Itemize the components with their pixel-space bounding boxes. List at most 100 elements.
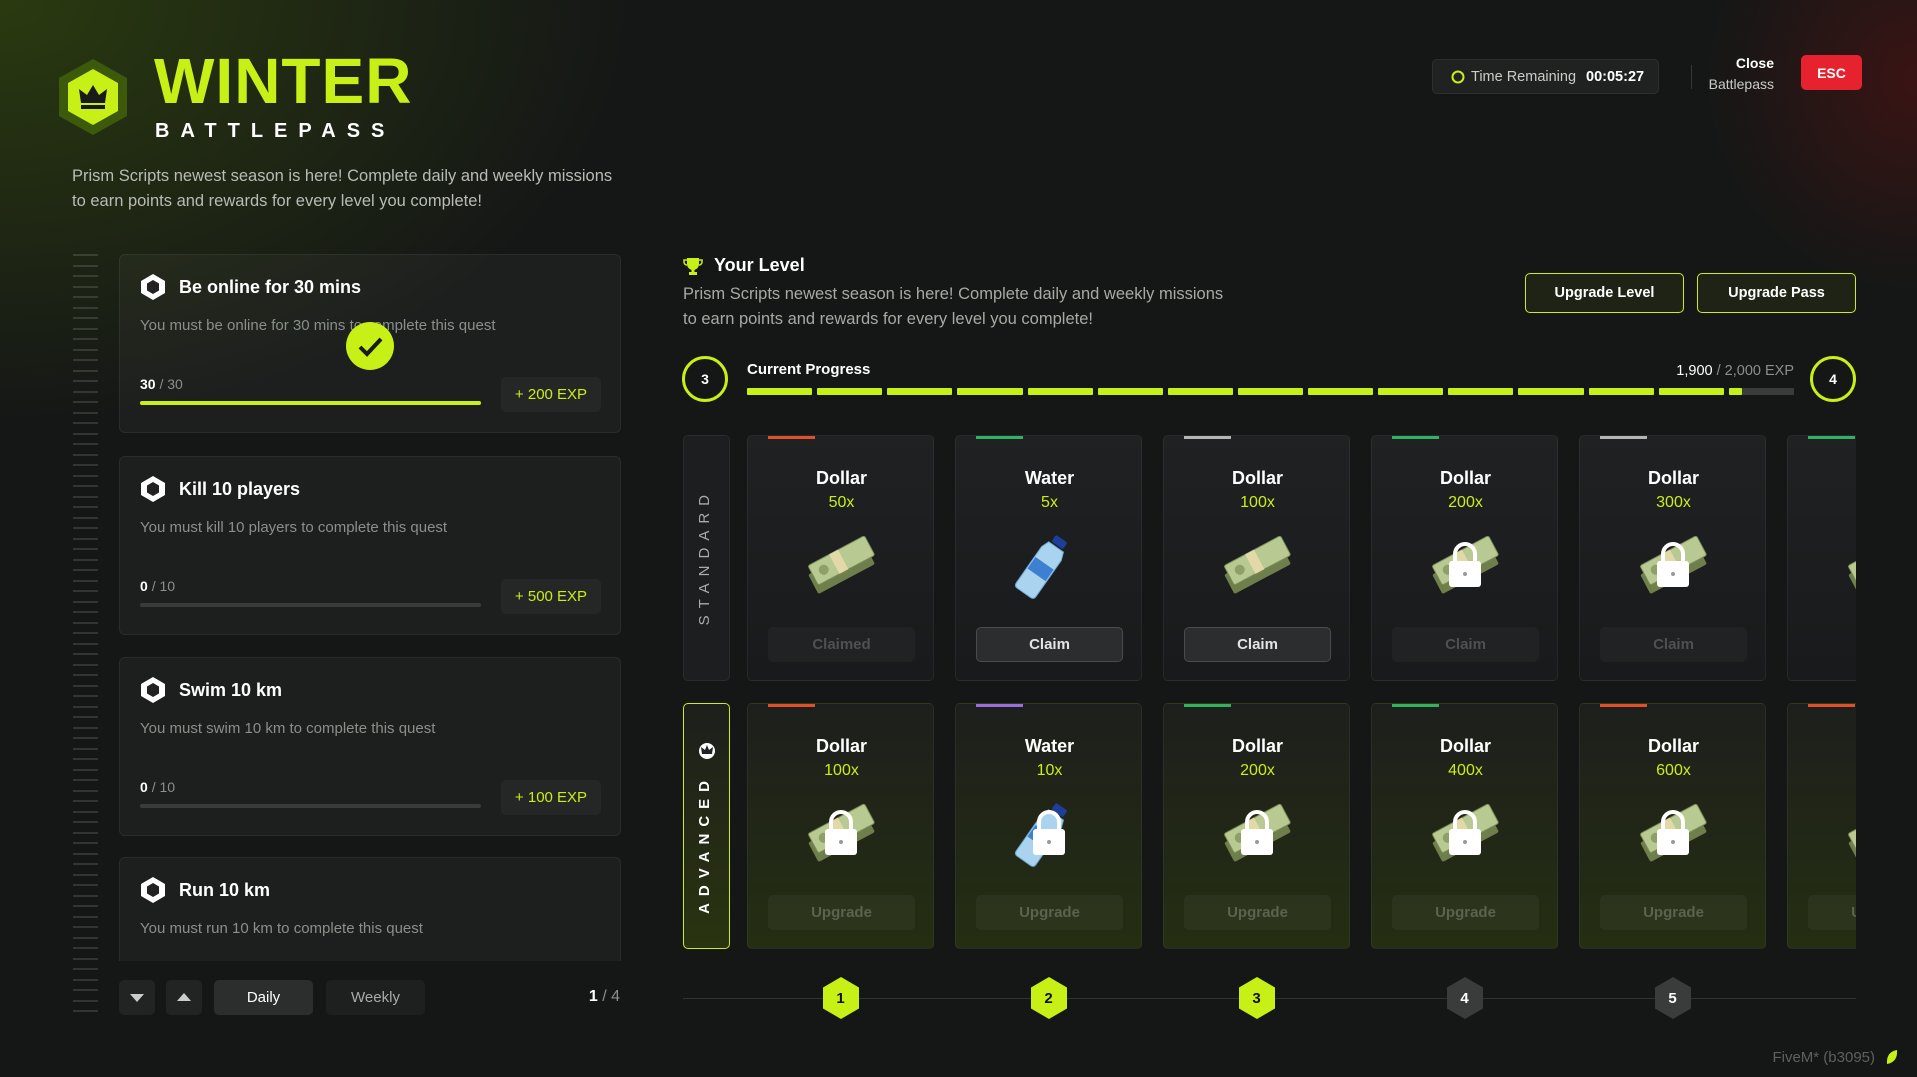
ruler-tick — [73, 306, 98, 309]
ruler-tick — [73, 978, 98, 981]
progress-segment — [1728, 388, 1794, 395]
ruler-tick — [73, 285, 98, 288]
scroll-up[interactable] — [166, 980, 202, 1015]
quest-card: Be online for 30 mins You must be online … — [119, 254, 621, 433]
reward-card: Dollar 100x Upgrade — [747, 703, 934, 949]
progress-segment-fill — [1167, 388, 1233, 395]
quest-reward: + 200 EXP — [501, 377, 601, 412]
leaf — [1886, 1050, 1898, 1064]
reward-amount: 400x — [1448, 762, 1483, 779]
ruler-tick — [73, 947, 98, 949]
hex-icon — [141, 877, 165, 903]
reward-amount: 10x — [1036, 762, 1063, 779]
reward-button[interactable]: Claim — [976, 627, 1123, 662]
close-label: Close — [1735, 55, 1774, 71]
reward-icon — [1009, 532, 1089, 606]
reward-icon — [1217, 800, 1297, 874]
arrow-down[interactable] — [119, 980, 155, 1015]
ruler-tick — [73, 905, 98, 907]
level-marker: 4 — [1445, 976, 1485, 1020]
water-icon — [1014, 803, 1067, 867]
ruler-tick — [73, 653, 98, 655]
crown-icon — [697, 740, 717, 760]
ruler-tick — [73, 390, 98, 393]
ruler-tick — [73, 884, 98, 886]
ruler-tick — [73, 737, 98, 739]
description: to earn points and rewards for every lev… — [72, 192, 482, 210]
description: Prism Scripts newest season is here! Com… — [72, 167, 613, 185]
reward-name: Dollar — [1231, 736, 1283, 756]
ruler-tick — [73, 411, 98, 414]
upgrade-button[interactable]: Upgrade Pass — [1697, 273, 1856, 313]
reward-icon — [801, 532, 881, 606]
ruler-tick — [73, 716, 98, 718]
reward-amount: 200x — [1448, 494, 1483, 511]
reward-card: Water 5x Claim — [955, 435, 1142, 681]
progress-value: 0 — [140, 779, 148, 795]
reward-button: Claimed — [768, 627, 915, 662]
ruler-tick — [73, 474, 98, 477]
reward-button: Upgrade — [1600, 895, 1747, 930]
reward-name: Water — [1024, 736, 1075, 756]
track-label: STANDARD — [683, 435, 730, 681]
reward-card — [1787, 435, 1856, 681]
reward-button: Upgrade — [1184, 895, 1331, 930]
timer-icon — [1451, 70, 1465, 84]
logo — [57, 57, 129, 137]
reward-name: Dollar — [815, 736, 867, 756]
ruler-tick — [73, 401, 98, 403]
ruler-tick — [73, 548, 98, 550]
close-sublabel: Battlepass — [1708, 76, 1774, 92]
quest-icon — [140, 475, 166, 503]
arrow-up[interactable] — [166, 980, 202, 1015]
ruler-tick — [73, 296, 98, 298]
ruler-tick — [73, 831, 98, 834]
trophy-icon — [683, 258, 703, 275]
progress-value: 0 — [140, 578, 148, 594]
ruler-tick — [73, 726, 98, 729]
quest-progress: 0 / 10 — [140, 578, 175, 594]
ruler-tick — [73, 842, 98, 844]
rarity-strip — [1392, 704, 1439, 707]
reward-card: Dollar 600x Upgrade — [1579, 703, 1766, 949]
ruler-tick — [73, 369, 98, 372]
ruler-tick — [73, 537, 98, 540]
reward-row: Dollar 50x Claimed Water 5x Claim Dollar 100x Cl… — [747, 435, 1856, 681]
esc-button[interactable]: ESC — [1801, 55, 1862, 90]
upgrade-button[interactable]: Upgrade Level — [1525, 273, 1684, 313]
progress-total: / 10 — [151, 779, 176, 795]
tab[interactable]: Weekly — [326, 980, 425, 1015]
progress-fill — [140, 401, 481, 405]
ruler-tick — [73, 327, 98, 330]
level-number: 5 — [1668, 989, 1677, 1007]
dollar-icon — [1848, 535, 1856, 594]
dollar-icon — [1432, 803, 1499, 862]
reward-icon — [801, 800, 881, 874]
level-marker: 5 — [1653, 976, 1693, 1020]
ruler-tick — [73, 579, 98, 582]
dollar-icon — [1640, 803, 1707, 862]
scroll-down[interactable] — [119, 980, 155, 1015]
quest-description: You must run 10 km to complete this ques… — [140, 920, 423, 937]
ruler-tick — [73, 527, 98, 529]
progress-segment-fill — [1378, 388, 1444, 395]
tab[interactable]: Daily — [214, 980, 313, 1015]
ruler-tick — [73, 380, 98, 382]
completed-check — [345, 321, 395, 371]
quest-reward: + 500 EXP — [501, 579, 601, 614]
reward-button[interactable]: Claim — [1184, 627, 1331, 662]
quest-title: Kill 10 players — [179, 479, 301, 499]
quest-reward: + 100 EXP — [501, 780, 601, 815]
rarity-strip — [1808, 704, 1855, 707]
progress-segment-fill — [1448, 388, 1514, 395]
quest-title: Run 10 km — [179, 880, 271, 900]
quest-title: Be online for 30 mins — [179, 277, 362, 297]
quest-progress: 30 / 30 — [140, 376, 183, 392]
rarity-strip — [976, 704, 1023, 707]
reward-card: Dollar 300x Claim — [1579, 435, 1766, 681]
reward-card: Dollar 100x Claim — [1163, 435, 1350, 681]
ruler-tick — [73, 989, 98, 991]
ruler-tick — [73, 642, 98, 645]
hex-icon — [141, 274, 165, 300]
